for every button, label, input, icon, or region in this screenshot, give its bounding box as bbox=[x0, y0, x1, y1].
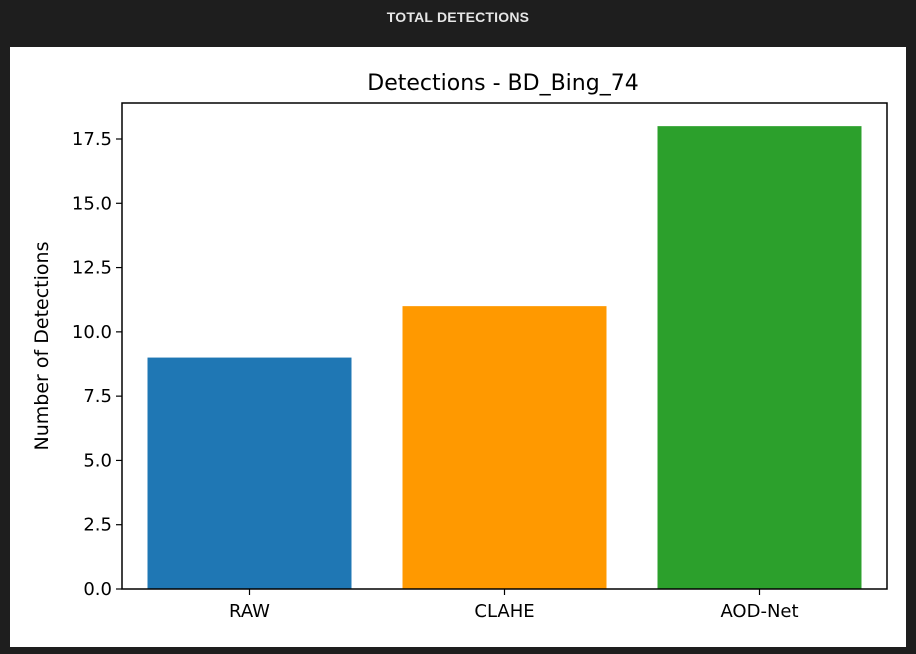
bars-group bbox=[147, 126, 862, 590]
x-axis: RAW CLAHE AOD-Net bbox=[229, 589, 799, 622]
x-tick-label: RAW bbox=[229, 601, 270, 622]
bar-chart: Detections - BD_Bing_74 0.0 2.5 5.0 7.5 10.0… bbox=[31, 71, 888, 622]
y-tick-label: 17.5 bbox=[72, 129, 112, 150]
bar-aod-net bbox=[657, 126, 862, 590]
y-tick-label: 10.0 bbox=[72, 322, 112, 343]
x-tick-label: CLAHE bbox=[474, 601, 534, 622]
chart-title: Detections - BD_Bing_74 bbox=[367, 71, 638, 96]
plot-frame bbox=[121, 102, 888, 590]
bar-clahe bbox=[402, 306, 607, 589]
y-tick-label: 12.5 bbox=[72, 258, 112, 279]
y-tick-label: 5.0 bbox=[83, 450, 112, 471]
panel-title: TOTAL DETECTIONS bbox=[386, 9, 530, 25]
y-axis-label: Number of Detections bbox=[31, 242, 53, 451]
y-axis: 0.0 2.5 5.0 7.5 10.0 12.5 15.0 17.5 bbox=[72, 129, 122, 600]
y-tick-label: 2.5 bbox=[83, 515, 112, 536]
y-tick-label: 15.0 bbox=[72, 193, 112, 214]
y-tick-label: 0.0 bbox=[83, 579, 112, 600]
x-tick-label: AOD-Net bbox=[720, 601, 798, 622]
bar-raw bbox=[147, 357, 352, 589]
y-tick-label: 7.5 bbox=[83, 386, 112, 407]
chart-card: Detections - BD_Bing_74 0.0 2.5 5.0 7.5 10.0… bbox=[10, 47, 906, 647]
